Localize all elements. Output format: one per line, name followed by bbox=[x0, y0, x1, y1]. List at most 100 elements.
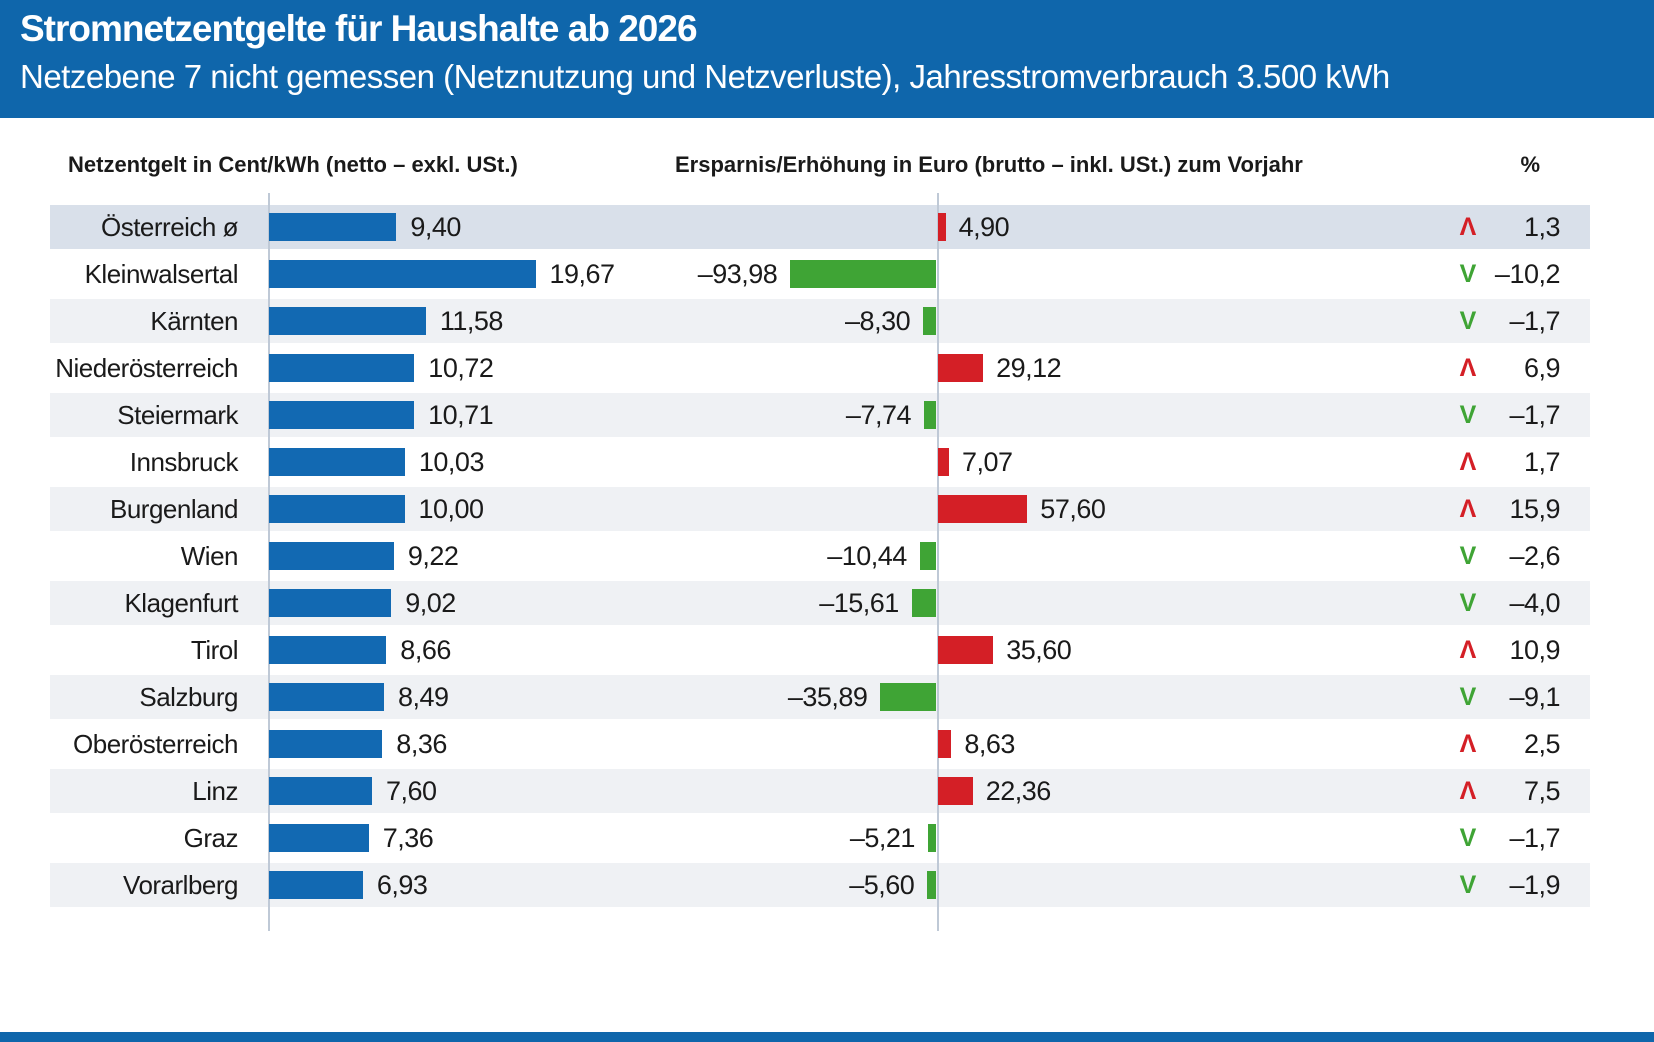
pct-value: –1,9 bbox=[1509, 870, 1560, 900]
header-banner: Stromnetzentgelte für Haushalte ab 2026 … bbox=[0, 0, 1654, 118]
euro-bar bbox=[911, 589, 936, 617]
caret-up-icon: Λ bbox=[1459, 636, 1477, 664]
netzentgelt-bar bbox=[269, 871, 363, 899]
chart-row: Tirol 8,66 35,60 Λ 10,9 bbox=[50, 628, 1590, 672]
caret-up-icon: Λ bbox=[1459, 213, 1477, 241]
chart-row: Steiermark 10,71 –7,74 V –1,7 bbox=[50, 393, 1590, 437]
netzentgelt-value: 9,40 bbox=[410, 212, 461, 242]
euro-value: –5,60 bbox=[849, 870, 915, 900]
euro-value: –93,98 bbox=[697, 259, 778, 289]
netzentgelt-value: 10,71 bbox=[428, 400, 494, 430]
footer-bar bbox=[0, 1032, 1654, 1042]
netzentgelt-bar bbox=[269, 824, 369, 852]
chart-row: Vorarlberg 6,93 –5,60 V –1,9 bbox=[50, 863, 1590, 907]
euro-value: 57,60 bbox=[1040, 494, 1106, 524]
euro-value: –7,74 bbox=[845, 400, 912, 430]
euro-value: 7,07 bbox=[962, 447, 1013, 477]
euro-value: –35,89 bbox=[787, 682, 868, 712]
netzentgelt-bar bbox=[269, 448, 405, 476]
caret-up-icon: Λ bbox=[1459, 448, 1477, 476]
column-header-euro: Ersparnis/Erhöhung in Euro (brutto – ink… bbox=[675, 152, 1303, 177]
chart-row: Graz 7,36 –5,21 V –1,7 bbox=[50, 816, 1590, 860]
netzentgelt-bar bbox=[269, 260, 536, 288]
row-label: Burgenland bbox=[110, 494, 239, 524]
netzentgelt-value: 10,72 bbox=[428, 353, 494, 383]
row-label: Kärnten bbox=[150, 306, 238, 336]
euro-bar bbox=[938, 495, 1028, 523]
chart-row: Kleinwalsertal 19,67 –93,98 V –10,2 bbox=[50, 252, 1590, 296]
euro-bar bbox=[938, 448, 949, 476]
chart-row: Klagenfurt 9,02 –15,61 V –4,0 bbox=[50, 581, 1590, 625]
chart-row: Niederösterreich 10,72 29,12 Λ 6,9 bbox=[50, 346, 1590, 390]
caret-down-icon: V bbox=[1459, 260, 1477, 288]
netzentgelt-bar bbox=[269, 354, 415, 382]
row-label: Linz bbox=[192, 776, 238, 806]
pct-value: 6,9 bbox=[1523, 353, 1561, 383]
euro-bar bbox=[919, 542, 936, 570]
euro-bar bbox=[938, 213, 946, 241]
euro-value: 4,90 bbox=[958, 212, 1010, 242]
netzentgelt-bar bbox=[269, 495, 405, 523]
euro-value: –8,30 bbox=[845, 306, 911, 336]
euro-value: –10,44 bbox=[827, 541, 907, 571]
pct-value: 15,9 bbox=[1509, 494, 1560, 524]
pct-value: 1,3 bbox=[1523, 212, 1561, 242]
chart-row: Salzburg 8,49 –35,89 V –9,1 bbox=[50, 675, 1590, 719]
chart-row: Österreich ø 9,40 4,90 Λ 1,3 bbox=[50, 205, 1590, 249]
netzentgelt-bar bbox=[269, 307, 426, 335]
page-subtitle: Netzebene 7 nicht gemessen (Netznutzung … bbox=[20, 58, 1390, 95]
euro-value: 8,63 bbox=[964, 729, 1015, 759]
chart-row: Innsbruck 10,03 7,07 Λ 1,7 bbox=[50, 440, 1590, 484]
row-label: Österreich ø bbox=[100, 212, 239, 242]
euro-bar bbox=[938, 636, 994, 664]
pct-value: 1,7 bbox=[1523, 447, 1561, 477]
netzentgelt-value: 8,36 bbox=[396, 729, 447, 759]
euro-bar bbox=[924, 401, 936, 429]
pct-value: –10,2 bbox=[1494, 259, 1561, 289]
netzentgelt-bar bbox=[269, 542, 394, 570]
netzentgelt-value: 7,36 bbox=[382, 823, 434, 853]
chart-row: Burgenland 10,00 57,60 Λ 15,9 bbox=[50, 487, 1590, 531]
netzentgelt-bar bbox=[269, 589, 392, 617]
netzentgelt-bar bbox=[269, 636, 387, 664]
euro-bar bbox=[927, 871, 936, 899]
netzentgelt-bar bbox=[269, 401, 415, 429]
caret-down-icon: V bbox=[1459, 683, 1477, 711]
caret-up-icon: Λ bbox=[1459, 495, 1477, 523]
euro-bar bbox=[880, 683, 936, 711]
netzentgelt-value: 19,67 bbox=[549, 259, 616, 289]
column-header-percent: % bbox=[1520, 152, 1540, 177]
euro-value: –5,21 bbox=[849, 823, 916, 853]
row-label: Innsbruck bbox=[129, 447, 239, 477]
chart-row: Kärnten 11,58 –8,30 V –1,7 bbox=[50, 299, 1590, 343]
row-label: Steiermark bbox=[117, 400, 238, 430]
euro-value: 22,36 bbox=[985, 776, 1052, 806]
netzentgelt-bar bbox=[269, 683, 384, 711]
euro-bar bbox=[923, 307, 936, 335]
row-label: Vorarlberg bbox=[123, 870, 238, 900]
row-label: Klagenfurt bbox=[124, 588, 238, 618]
netzentgelt-value: 10,03 bbox=[418, 447, 485, 477]
pct-value: –4,0 bbox=[1509, 588, 1560, 618]
row-label: Kleinwalsertal bbox=[84, 259, 239, 289]
row-label: Tirol bbox=[190, 635, 239, 665]
euro-bar bbox=[938, 730, 952, 758]
caret-up-icon: Λ bbox=[1459, 354, 1477, 382]
pct-value: –1,7 bbox=[1509, 400, 1560, 430]
euro-bar bbox=[938, 354, 984, 382]
pct-value: 10,9 bbox=[1509, 635, 1560, 665]
euro-bar bbox=[927, 824, 936, 852]
caret-down-icon: V bbox=[1459, 824, 1477, 852]
column-header-netzentgelt: Netzentgelt in Cent/kWh (netto – exkl. U… bbox=[68, 152, 518, 177]
row-label: Niederösterreich bbox=[55, 353, 238, 383]
netzentgelt-value: 11,58 bbox=[439, 306, 504, 336]
euro-bar bbox=[938, 777, 973, 805]
pct-value: 2,5 bbox=[1523, 729, 1561, 759]
netzentgelt-bar bbox=[269, 213, 397, 241]
netzentgelt-bar bbox=[269, 777, 372, 805]
row-label: Wien bbox=[180, 541, 239, 571]
pct-value: –2,6 bbox=[1509, 541, 1560, 571]
netzentgelt-value: 8,49 bbox=[398, 682, 449, 712]
netzentgelt-value: 10,00 bbox=[418, 494, 485, 524]
chart-row: Oberösterreich 8,36 8,63 Λ 2,5 bbox=[50, 722, 1590, 766]
